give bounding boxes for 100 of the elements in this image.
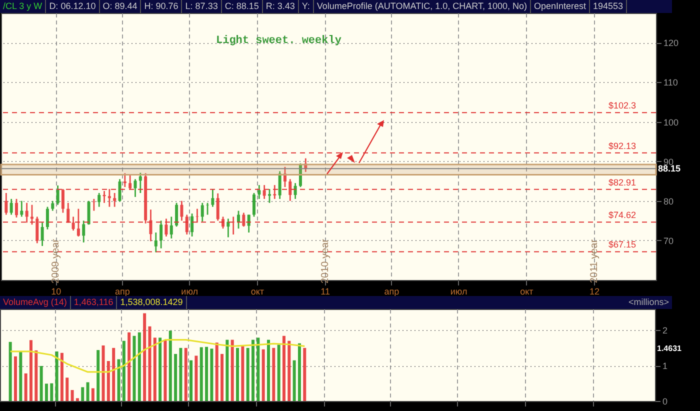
bar [158,338,162,401]
text: O: 89.44 [100,0,142,13]
bar [8,342,12,401]
text: VolumeProfile (AUTOMATIC, 1.0, CHART, 1000, No) [314,0,531,13]
candlestick [30,204,34,226]
x-tick-label: июл [450,286,468,296]
candlestick [87,200,90,226]
candlestick [138,172,142,194]
text: 1,538,008.1429 [117,296,187,309]
bar [266,340,270,401]
bar [153,338,156,401]
bar [168,330,172,401]
candlestick [247,214,250,234]
bar [14,356,17,401]
candlestick [294,182,297,200]
text: C: 88.15 [222,0,263,13]
bar [262,349,265,401]
bar [215,342,218,401]
candlestick [175,202,178,228]
bar [40,366,43,401]
bar [252,340,254,401]
bar [122,340,126,401]
candlestick [134,178,137,198]
candlestick [164,218,168,238]
bar [50,383,54,401]
bar [277,344,280,401]
text: 1.4631 [657,344,682,353]
candlestick [82,220,86,244]
candlestick [237,210,240,230]
bar [91,388,94,401]
bar [190,360,193,401]
candlestick [76,208,80,238]
candlestick [283,166,286,188]
x-tick-label: окт [520,286,534,296]
text: D: 06.12.10 [46,0,100,13]
y-tick-label: 110 [664,78,678,88]
x-tick-label: 10 [51,286,62,296]
bar [96,350,100,401]
candlestick [211,188,214,208]
candlestick [278,170,282,200]
candlestick [14,198,18,218]
candlestick [268,188,271,204]
bar [102,345,105,401]
bar [112,348,116,401]
bar [282,336,286,401]
bar [106,361,110,401]
candlestick [242,212,246,228]
bar [44,384,48,401]
candlestick [61,188,64,214]
bar [128,332,131,401]
y-tick-label: 80 [664,196,674,206]
candlestick [72,216,75,232]
candlestick [4,192,8,216]
text: /CL 3 y W [0,0,46,13]
ref-line-label: $67.15 [608,240,636,250]
bar [220,354,224,401]
bar [256,338,260,401]
bar [184,348,188,401]
candlestick [180,200,184,222]
candlestick [108,188,111,208]
bar [148,326,152,401]
annotation: 2011 year [589,238,600,284]
candlestick [170,216,173,240]
bar [298,343,301,401]
text: 194553 [590,0,628,13]
bar [272,348,276,401]
candlestick [92,198,96,212]
candlestick [288,178,292,202]
candlestick [200,202,204,222]
bar [143,313,146,401]
bar [194,356,198,401]
candlestick [123,172,126,188]
bar [292,360,296,401]
y-tick-label: 1 [662,361,668,372]
text: L: 87.33 [182,0,222,13]
candlestick [66,202,70,224]
bar [29,340,32,401]
candlestick [40,222,44,247]
candlestick [258,184,261,200]
y-tick-label: 70 [664,236,674,246]
text: 1,463,116 [70,296,118,309]
bar [19,351,22,401]
bar [60,352,64,401]
candlestick [113,192,116,208]
ref-line-label: $102.3 [608,100,636,111]
x-tick-label: апр [384,286,400,296]
candlestick [273,184,276,200]
x-tick-label: апр [115,286,130,296]
bar [55,351,58,401]
candlestick [118,178,122,202]
bar [76,398,79,401]
bar [164,340,167,401]
text: Light sweet. weekly [216,35,342,47]
bar [179,348,182,401]
y-tick-label: 120 [664,38,679,48]
candlestick [46,206,49,230]
text: OpenInterest [530,0,590,13]
y-tick-label: 0 [662,396,668,406]
bar [236,348,240,401]
bar [66,378,69,401]
